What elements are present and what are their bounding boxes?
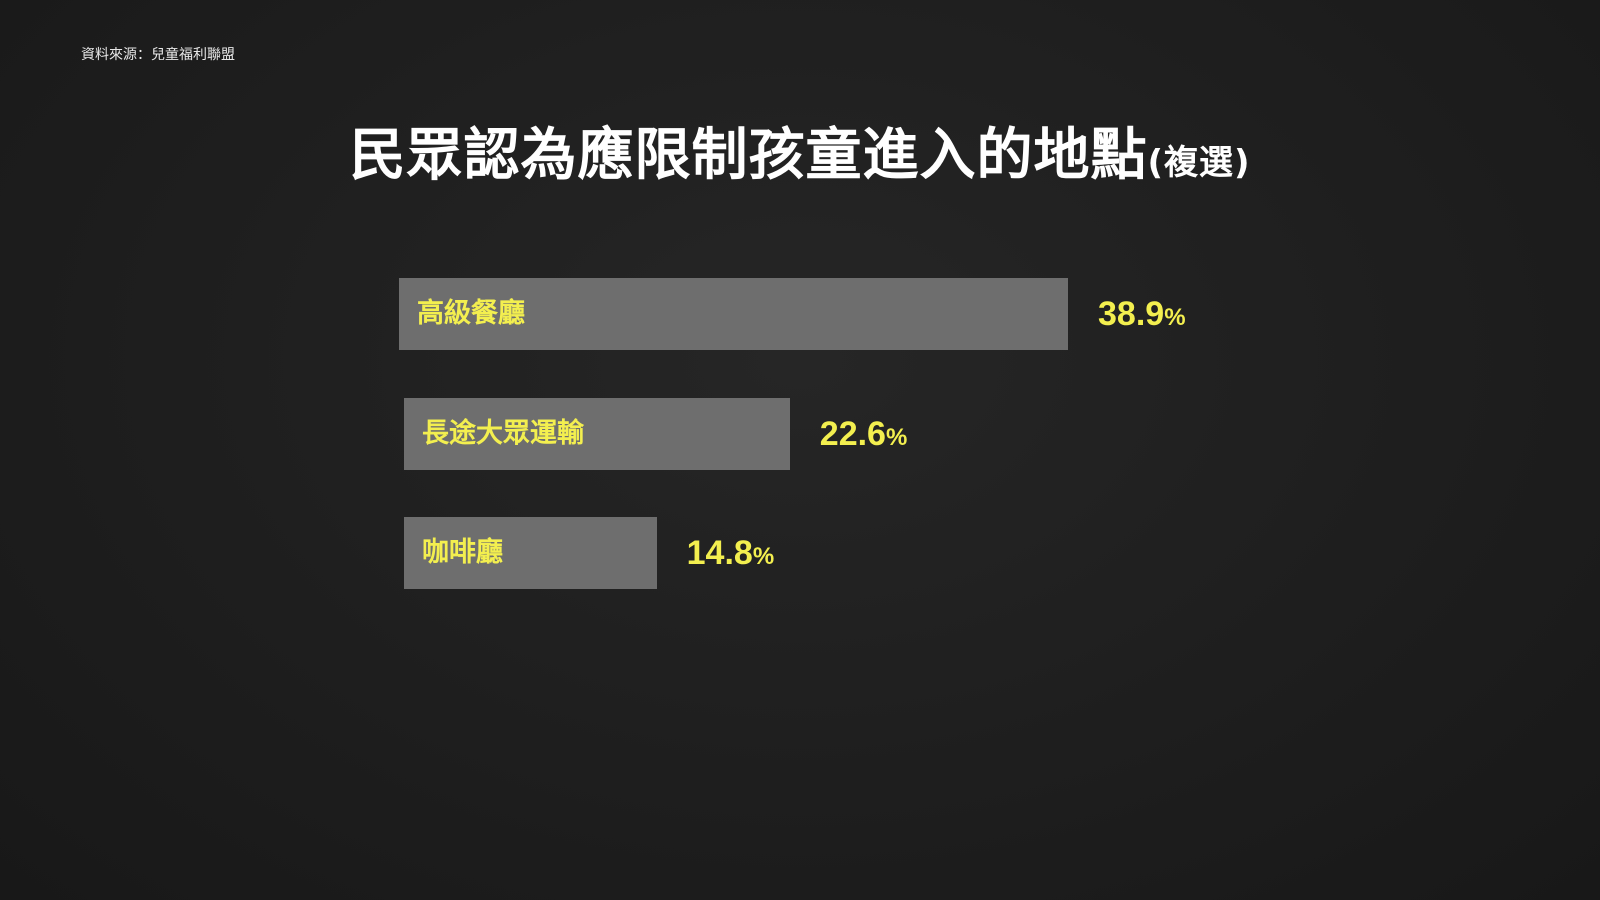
bar-label: 咖啡廳 — [422, 537, 503, 568]
chart-title: 民眾認為應限制孩童進入的地點(複選) — [0, 110, 1600, 191]
title-subtitle: (複選) — [1147, 143, 1251, 183]
data-label: 22.6% — [820, 398, 908, 474]
bar-2: 咖啡廳 — [404, 517, 657, 589]
bar-1: 長途大眾運輸 — [404, 398, 790, 470]
percent-unit: % — [752, 543, 775, 570]
source-note: 資料來源：兒童福利聯盟 — [81, 47, 235, 63]
data-label: 38.9% — [1098, 278, 1186, 354]
data-label: 14.8% — [687, 517, 775, 593]
percent-unit: % — [885, 424, 908, 451]
bar-0: 高級餐廳 — [399, 278, 1069, 350]
bar-label: 長途大眾運輸 — [422, 418, 584, 449]
title-main: 民眾認為應限制孩童進入的地點 — [349, 123, 1148, 188]
data-value: 38.9 — [1098, 295, 1165, 333]
percent-unit: % — [1164, 304, 1186, 331]
data-value: 14.8 — [686, 534, 753, 572]
data-value: 22.6 — [819, 415, 886, 453]
bar-label: 高級餐廳 — [417, 298, 525, 329]
